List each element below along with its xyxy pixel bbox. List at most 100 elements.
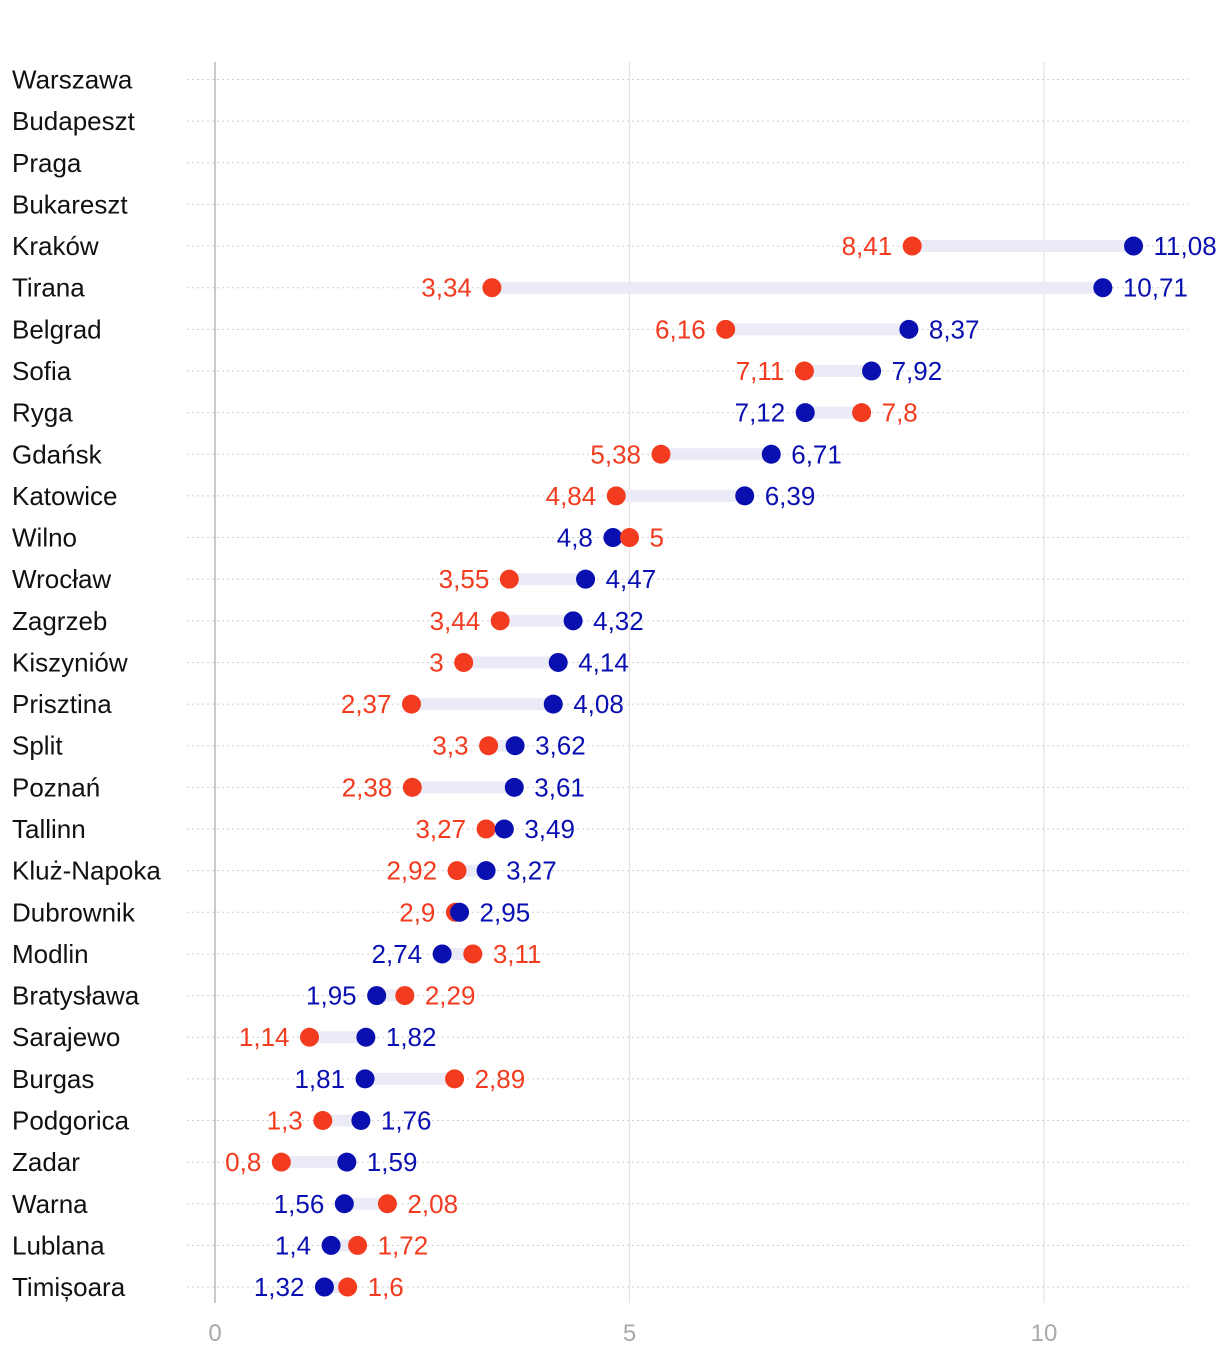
dot-2024: [494, 819, 514, 839]
value-label-2019: 3,44: [430, 606, 481, 636]
row-17: Split 3,3 3,62: [12, 731, 1188, 761]
city-label: Sarajewo: [12, 1022, 120, 1052]
dot-2024: [504, 777, 524, 797]
city-label: Bukareszt: [12, 189, 128, 219]
value-label-2019: 5: [650, 523, 664, 553]
city-label: Zagrzeb: [12, 606, 107, 636]
city-label: Burgas: [12, 1064, 94, 1094]
dot-2019: [445, 1069, 465, 1089]
value-label-2019: 4,84: [546, 481, 597, 511]
x-tick-label: 5: [623, 1320, 636, 1347]
value-label-2024: 1,95: [306, 981, 357, 1011]
dot-2024: [862, 361, 882, 381]
value-label-2024: 4,14: [578, 647, 629, 677]
dot-2024: [548, 652, 568, 672]
dot-2019: [402, 777, 422, 797]
dot-2024: [476, 861, 496, 881]
city-label: Podgorica: [12, 1106, 130, 1136]
value-label-2024: 7,92: [892, 356, 943, 386]
row-25: Burgas 1,81 2,89: [12, 1064, 1188, 1094]
dot-2019: [271, 1152, 291, 1172]
value-label-2019: 1,72: [378, 1230, 429, 1260]
city-label: Praga: [12, 148, 82, 178]
city-label: Warszawa: [12, 65, 133, 95]
dot-2019: [716, 319, 736, 339]
city-label: Ryga: [12, 398, 73, 428]
value-label-2024: 3,49: [524, 814, 575, 844]
city-label: Wilno: [12, 523, 77, 553]
value-label-2024: 10,71: [1123, 273, 1188, 303]
value-label-2024: 4,08: [573, 689, 624, 719]
dot-2019: [377, 1194, 397, 1214]
value-label-2024: 1,56: [274, 1189, 325, 1219]
city-label: Belgrad: [12, 314, 102, 344]
value-label-2024: 4,47: [606, 564, 657, 594]
row-1: Warszawa18,8421,28: [12, 65, 1188, 95]
value-label-2024: 1,4: [275, 1230, 311, 1260]
value-label-2019: 2,37: [341, 689, 392, 719]
value-label-2024: 1,59: [367, 1147, 418, 1177]
x-tick-label: 10: [1031, 1320, 1058, 1347]
row-28: Warna 1,56 2,08: [12, 1189, 1188, 1219]
value-label-2019: 3,11: [493, 939, 542, 969]
grid: [214, 62, 1045, 1303]
row-18: Poznań 2,38 3,61: [12, 772, 1188, 802]
dot-2024: [432, 944, 452, 964]
dot-2024: [899, 319, 919, 339]
row-16: Prisztina 2,37 4,08: [12, 689, 1188, 719]
dot-2024: [337, 1152, 357, 1172]
value-label-2019: 1,3: [267, 1106, 303, 1136]
dot-2024: [603, 528, 623, 548]
row-9: Ryga 7,12 7,8: [12, 398, 1188, 428]
row-13: Wrocław 3,55 4,47: [12, 564, 1188, 594]
dot-2019: [447, 861, 467, 881]
city-label: Tallinn: [12, 814, 86, 844]
dot-2019: [852, 403, 872, 423]
dot-2024: [1124, 236, 1144, 256]
dot-2019: [499, 569, 519, 589]
dot-2019: [482, 278, 502, 298]
row-24: Sarajewo 1,14 1,82: [12, 1022, 1188, 1052]
x-axis: 05101520: [208, 1320, 1058, 1347]
row-2: Budapeszt16,1717,57: [12, 106, 1188, 136]
city-label: Bratysława: [12, 981, 140, 1011]
row-15: Kiszyniów 3 4,14: [12, 647, 1188, 677]
row-6: Tirana 3,34 10,71: [12, 273, 1188, 303]
value-label-2019: 1,6: [368, 1272, 404, 1302]
value-label-2024: 1,32: [254, 1272, 305, 1302]
value-label-2024: 1,81: [294, 1064, 345, 1094]
value-label-2024: 1,82: [386, 1022, 437, 1052]
dot-2024: [563, 611, 583, 631]
city-label: Kraków: [12, 231, 99, 261]
city-label: Lublana: [12, 1230, 105, 1260]
value-label-2019: 3,34: [421, 273, 472, 303]
value-label-2024: 4,8: [557, 523, 593, 553]
city-label: Poznań: [12, 772, 100, 802]
dot-2019: [313, 1111, 333, 1130]
value-label-2024: 2,74: [372, 939, 423, 969]
value-label-2019: 2,29: [425, 981, 476, 1011]
city-label: Tirana: [12, 273, 85, 303]
row-3: Praga16,3517,81: [12, 148, 1188, 178]
row-4: Bukareszt14,715,95: [12, 189, 1188, 219]
dot-2024: [351, 1111, 371, 1130]
city-label: Wrocław: [12, 564, 111, 594]
value-label-2024: 6,39: [765, 481, 816, 511]
row-14: Zagrzeb 3,44 4,32: [12, 606, 1188, 636]
x-tick-label: 0: [208, 1320, 221, 1347]
city-label: Timișoara: [12, 1272, 126, 1302]
dot-2019: [651, 444, 671, 464]
dot-2019: [794, 361, 814, 381]
value-label-2019: 2,08: [407, 1189, 458, 1219]
dot-2024: [543, 694, 563, 714]
dot-2019: [338, 1277, 358, 1297]
value-label-2024: 1,76: [381, 1106, 432, 1136]
value-label-2019: 0,8: [225, 1147, 261, 1177]
city-label: Katowice: [12, 481, 118, 511]
row-8: Sofia 7,11 7,92: [12, 356, 1188, 386]
dot-2024: [576, 569, 596, 589]
value-label-2019: 8,41: [842, 231, 893, 261]
value-label-2019: 2,38: [342, 772, 393, 802]
dot-2024: [795, 403, 815, 423]
